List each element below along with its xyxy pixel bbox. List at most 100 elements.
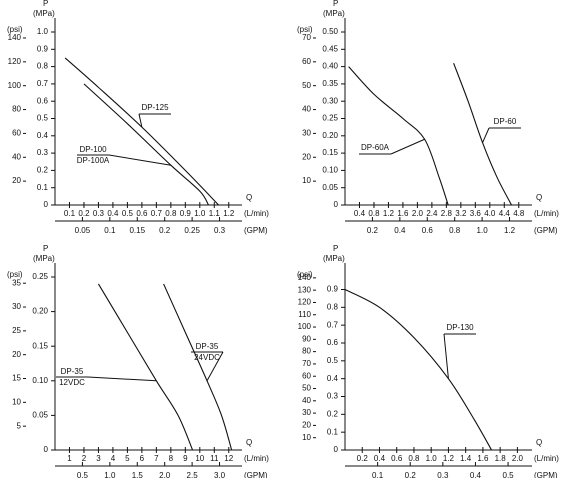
y2-tick-label: 130	[298, 285, 312, 294]
x2-axis-unit: (GPM)	[244, 471, 268, 478]
y2-tick-label: 100	[298, 322, 312, 331]
x-tick-label: 1.8	[495, 454, 507, 463]
y-axis-title: P	[43, 0, 48, 8]
x-tick-label: 4.0	[484, 209, 496, 218]
y-tick-label: 0.2	[327, 409, 339, 418]
x-tick-label: 0.8	[408, 454, 420, 463]
x-tick-label: 2	[82, 454, 87, 463]
x-tick-label: 9	[183, 454, 188, 463]
curve	[97, 283, 194, 451]
x-tick-label: 1	[67, 454, 72, 463]
x-tick-label: 0.8	[368, 209, 380, 218]
x2-tick-label: 0.3	[437, 471, 449, 478]
y-axis-title: P	[333, 244, 338, 253]
series-label: DP-60A	[361, 143, 390, 152]
curve	[163, 283, 233, 451]
y-tick-label: 1.0	[37, 27, 49, 36]
y-tick-label: 0.25	[32, 272, 48, 281]
series-sublabel: DP-100A	[77, 156, 110, 165]
x-axis-unit: (L/min)	[534, 454, 559, 463]
x-axis-unit: (L/min)	[244, 209, 269, 218]
x2-tick-label: 2.0	[159, 471, 171, 478]
y-tick-label: 0.15	[32, 341, 48, 350]
y2-tick-label: 60	[302, 371, 311, 380]
y2-tick-label: 40	[302, 396, 311, 405]
x-axis-title: Q	[536, 438, 542, 447]
y-axis-unit: (MPa)	[323, 254, 345, 263]
y-tick-label: 0.7	[327, 320, 339, 329]
y-axis-unit: (MPa)	[33, 254, 55, 263]
y-axis-title: P	[43, 244, 48, 253]
y-tick-label: 0	[44, 200, 49, 209]
x-tick-label: 1.1	[209, 209, 221, 218]
y2-tick-label: 80	[302, 347, 311, 356]
x-tick-label: 0.7	[151, 209, 163, 218]
x2-tick-label: 0.3	[214, 226, 226, 235]
y2-tick-label: 50	[302, 81, 311, 90]
x-tick-label: 7	[154, 454, 159, 463]
x-tick-label: 0.2	[78, 209, 90, 218]
x2-tick-label: 0.1	[372, 471, 384, 478]
y-tick-label: 0.6	[327, 338, 339, 347]
x2-tick-label: 0.2	[405, 471, 417, 478]
y2-tick-label: 90	[302, 334, 311, 343]
y-tick-label: 0	[334, 200, 339, 209]
x2-tick-label: 0.1	[104, 226, 116, 235]
x-tick-label: 0.5	[122, 209, 134, 218]
x-tick-label: 3.6	[470, 209, 482, 218]
x-axis-title: Q	[246, 438, 252, 447]
y-tick-label: 0	[44, 445, 49, 454]
x-tick-label: 1.2	[223, 209, 235, 218]
label-leader	[390, 138, 425, 155]
x-tick-label: 4	[111, 454, 116, 463]
x-tick-label: 1.2	[443, 454, 455, 463]
y2-tick-label: 20	[12, 176, 21, 185]
x-tick-label: 5	[125, 454, 130, 463]
series-label: DP-125	[141, 103, 169, 112]
y-tick-label: 0.6	[37, 96, 49, 105]
y2-tick-label: 10	[302, 176, 311, 185]
x2-tick-label: 0.4	[470, 471, 482, 478]
label-leader	[443, 333, 449, 379]
x2-tick-label: 1.0	[104, 471, 116, 478]
x2-tick-label: 0.5	[503, 471, 515, 478]
label-leader	[206, 351, 224, 382]
series-label: DP-60	[494, 117, 517, 126]
y-tick-label: 0.05	[322, 183, 338, 192]
y2-tick-label: 120	[8, 57, 22, 66]
y2-axis-unit: (psi)	[7, 25, 23, 34]
label-leader	[138, 113, 143, 128]
x2-tick-label: 0.4	[394, 226, 406, 235]
y-tick-label: 0.05	[32, 411, 48, 420]
y2-tick-label: 35	[12, 278, 21, 287]
y2-tick-label: 120	[298, 298, 312, 307]
y-tick-label: 0.9	[327, 285, 339, 294]
curve	[453, 62, 513, 206]
y2-tick-label: 80	[12, 105, 21, 114]
y-tick-label: 0.8	[37, 62, 49, 71]
series-label: DP-130	[446, 323, 474, 332]
x-tick-label: 1.0	[194, 209, 206, 218]
x-tick-label: 0.6	[136, 209, 148, 218]
y-tick-label: 0.20	[322, 131, 338, 140]
y2-tick-label: 140	[8, 33, 22, 42]
x2-tick-label: 1.2	[504, 226, 516, 235]
x-axis-unit: (L/min)	[244, 454, 269, 463]
series-label: DP-35	[61, 367, 84, 376]
x-tick-label: 2.0	[512, 454, 524, 463]
x-axis-title: Q	[536, 193, 542, 202]
y2-tick-label: 20	[302, 152, 311, 161]
curve	[344, 288, 493, 451]
y2-tick-label: 70	[302, 33, 311, 42]
x-tick-label: 1.0	[426, 454, 438, 463]
y2-axis-unit: (psi)	[297, 270, 313, 279]
y2-tick-label: 110	[298, 310, 311, 319]
y2-tick-label: 30	[302, 129, 311, 138]
x-axis-title: Q	[246, 193, 252, 202]
y2-tick-label: 60	[12, 129, 21, 138]
y-tick-label: 0.3	[37, 148, 49, 157]
x-tick-label: 0.9	[180, 209, 192, 218]
y2-tick-label: 25	[12, 326, 21, 335]
x-tick-label: 1.6	[477, 454, 489, 463]
series-label: DP-35	[196, 342, 219, 351]
